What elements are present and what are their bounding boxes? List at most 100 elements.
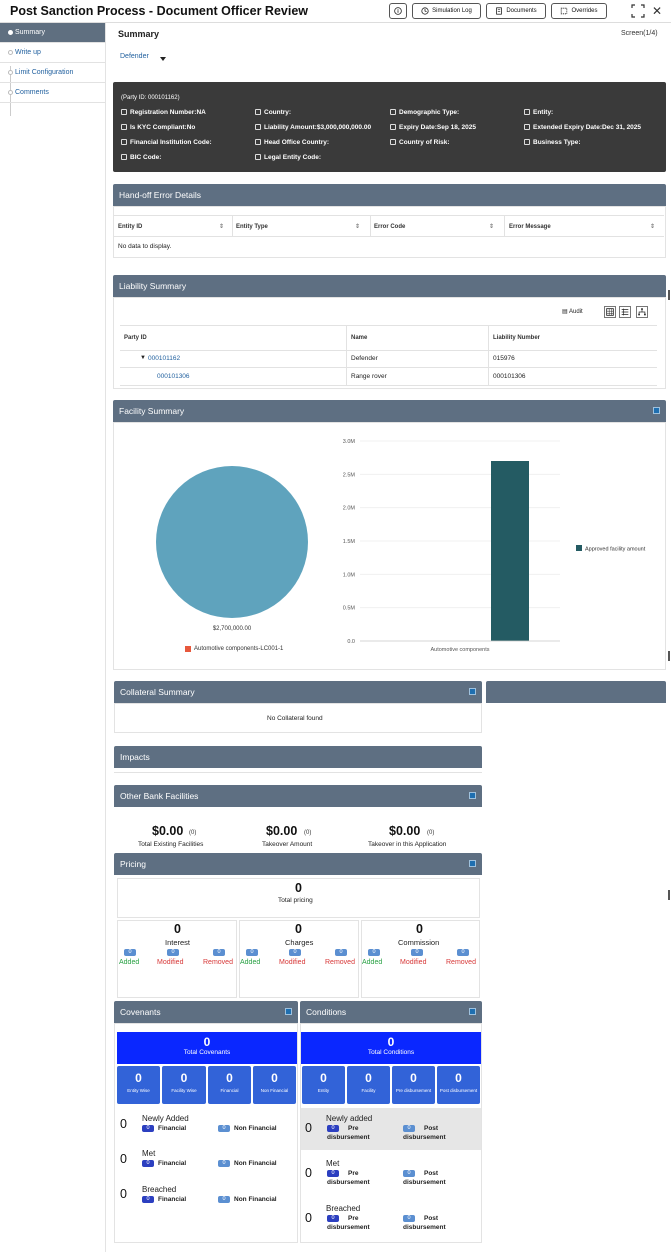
modified-count: 0: [167, 949, 179, 956]
non-financial-count: 0: [218, 1196, 230, 1203]
scrollbar-thumb[interactable]: [668, 890, 670, 900]
added-count: 0: [246, 949, 258, 956]
amount-value: $0.00: [152, 824, 184, 838]
modified-label: Modified: [400, 959, 427, 966]
pie-slices: [156, 466, 308, 618]
party-id-link[interactable]: 000101162: [148, 355, 181, 362]
row-count: 0: [120, 1117, 127, 1131]
sidebar-item-comments[interactable]: Comments: [0, 83, 105, 103]
step-dot-icon: [8, 30, 13, 35]
overrides-button[interactable]: Overrides: [551, 3, 607, 19]
maximize-icon[interactable]: [469, 792, 476, 799]
party-info-card: (Party ID: 000101162) Registration Numbe…: [113, 82, 666, 172]
column-header-error-code[interactable]: Error Code: [374, 224, 406, 230]
simulation-log-button[interactable]: Simulation Log: [412, 3, 481, 19]
column-header-error-message[interactable]: Error Message: [509, 224, 551, 230]
modified-count: 0: [411, 949, 423, 956]
sort-icon[interactable]: ⇕: [219, 224, 225, 230]
row-label: Newly added: [326, 1114, 373, 1123]
close-icon[interactable]: ✕: [652, 4, 663, 18]
interest-value: 0: [174, 922, 181, 936]
pre-disbursement-count: 0: [327, 1125, 339, 1132]
total-conditions-label: Total Conditions: [367, 1049, 415, 1056]
disbursement-label: disbursement: [327, 1134, 370, 1141]
sidebar-item-write-up[interactable]: Write up: [0, 43, 105, 63]
page-title: Post Sanction Process - Document Officer…: [10, 4, 308, 18]
covenant-tile[interactable]: 0 Facility Wise: [162, 1066, 206, 1104]
y-axis-ticks: 0.0 0.5M 1.0M 1.5M 2.0M 2.5M 3.0M: [343, 439, 356, 645]
overrides-label: Overrides: [571, 8, 598, 14]
maximize-icon[interactable]: [653, 407, 660, 414]
bar-legend-label: Approved facility amount: [585, 547, 646, 553]
covenant-tile[interactable]: 0 Entity Wise: [117, 1066, 160, 1104]
y-tick-label: 2.5M: [343, 472, 356, 478]
documents-label: Documents: [506, 8, 537, 14]
pricing-interest-card: [117, 920, 237, 998]
audit-button[interactable]: ▤ Audit: [562, 308, 583, 315]
condition-tile[interactable]: 0 Facility: [347, 1066, 390, 1104]
post-label: Post: [424, 1125, 439, 1132]
business-type: Business Type:: [524, 139, 581, 146]
chevron-down-icon[interactable]: [160, 57, 166, 61]
documents-button[interactable]: Documents: [486, 3, 546, 19]
column-header-entity-id[interactable]: Entity ID: [118, 224, 143, 230]
sort-icon[interactable]: ⇕: [355, 224, 361, 230]
office-icon: [255, 139, 261, 145]
row-count: 0: [305, 1211, 312, 1225]
table-view-icon[interactable]: [604, 306, 616, 318]
risk-icon: [390, 139, 396, 145]
maximize-icon[interactable]: [285, 1008, 292, 1015]
country: Country:: [255, 109, 291, 116]
maximize-icon[interactable]: [469, 1008, 476, 1015]
top-bar: Post Sanction Process - Document Officer…: [0, 0, 671, 23]
expand-icon[interactable]: [631, 4, 645, 18]
condition-tile[interactable]: 0 Post disbursement: [437, 1066, 480, 1104]
sidebar: Summary Write up Limit Configuration Com…: [0, 23, 106, 1252]
list-view-icon[interactable]: [619, 306, 631, 318]
amount-value: $0.00: [266, 824, 298, 838]
kyc-compliant: Is KYC Compliant:No: [121, 124, 195, 131]
step-dot-icon: [8, 70, 13, 75]
removed-label: Removed: [446, 959, 476, 966]
documents-icon: [496, 7, 503, 15]
simulation-icon: [421, 7, 429, 15]
financial-label: Financial: [158, 1125, 187, 1132]
scrollbar-thumb[interactable]: [668, 651, 670, 661]
x-tick-label: Automotive components: [430, 647, 489, 653]
covenant-tile[interactable]: 0 Non Financial: [253, 1066, 296, 1104]
empty-message: No data to display.: [118, 243, 172, 250]
liability-number: 015976: [493, 355, 515, 362]
sidebar-item-limit-configuration[interactable]: Limit Configuration: [0, 63, 105, 83]
amount-icon: [255, 124, 261, 130]
total-pricing-label: Total pricing: [278, 897, 313, 904]
financial-count: 0: [142, 1125, 154, 1132]
hierarchy-view-icon[interactable]: [636, 306, 648, 318]
tab-defender[interactable]: Defender: [120, 53, 149, 60]
condition-tile[interactable]: 0 Entity: [302, 1066, 345, 1104]
expiry-date: Expiry Date:Sep 18, 2025: [390, 124, 476, 131]
party-id-link[interactable]: 000101306: [157, 373, 190, 380]
amount-label: Takeover Amount: [262, 841, 313, 848]
pie-legend-label: Automotive components-LC001-1: [194, 646, 284, 652]
maximize-icon[interactable]: [469, 688, 476, 695]
info-button[interactable]: [389, 3, 407, 19]
info-icon: [394, 7, 402, 15]
covenant-tile[interactable]: 0 Financial: [208, 1066, 251, 1104]
y-tick-label: 3.0M: [343, 439, 356, 445]
handoff-panel: [113, 206, 666, 258]
condition-tile[interactable]: 0 Pre disbursement: [392, 1066, 435, 1104]
collapse-caret-icon[interactable]: ▼: [140, 355, 146, 361]
liability-panel: [113, 297, 666, 389]
sort-icon[interactable]: ⇕: [489, 224, 495, 230]
id-icon: [121, 109, 127, 115]
collateral-panel: [114, 703, 482, 733]
removed-count: 0: [457, 949, 469, 956]
column-header-entity-type[interactable]: Entity Type: [236, 224, 268, 230]
modified-count: 0: [289, 949, 301, 956]
scrollbar-thumb[interactable]: [668, 290, 670, 300]
sidebar-item-summary[interactable]: Summary: [0, 23, 105, 43]
sort-icon[interactable]: ⇕: [650, 224, 656, 230]
maximize-icon[interactable]: [469, 860, 476, 867]
amount-count: (0): [189, 830, 197, 836]
bank-icon: [121, 139, 127, 145]
